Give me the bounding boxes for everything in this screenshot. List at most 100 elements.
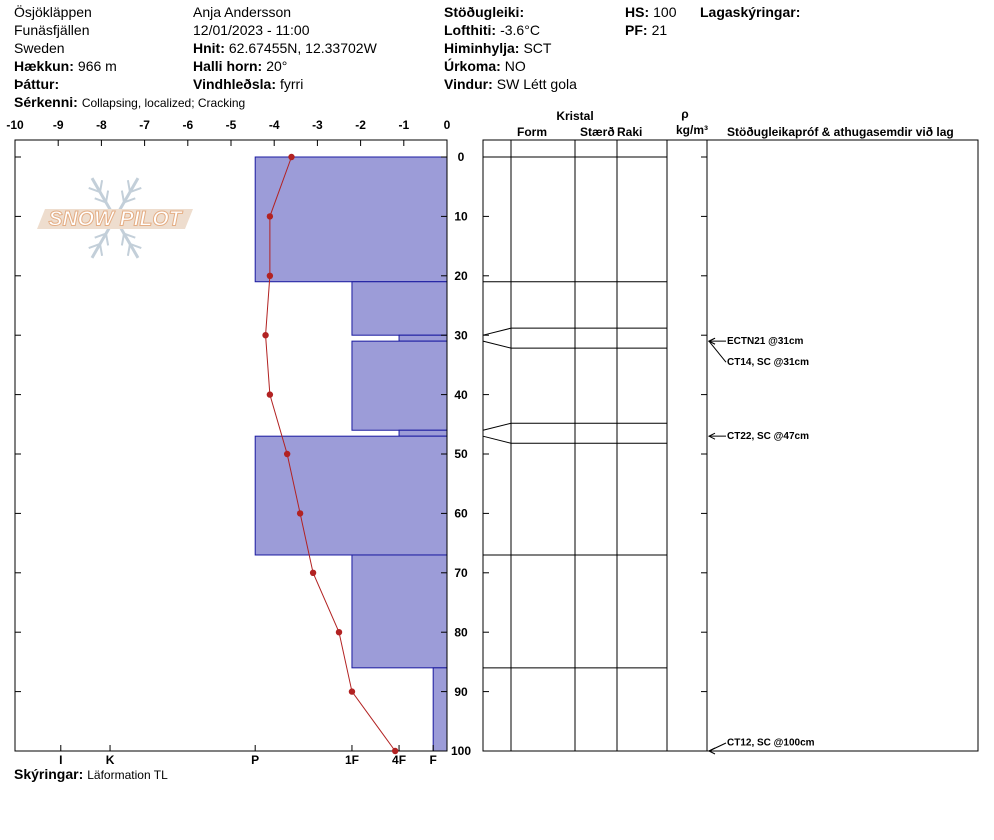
header-field: Funäsfjällen bbox=[14, 21, 90, 39]
field-value: NO bbox=[504, 58, 526, 74]
logo-flake bbox=[105, 233, 110, 246]
x-tick-label: 0 bbox=[444, 118, 451, 132]
logo-flake bbox=[129, 186, 142, 193]
logo: SNOW PILOT bbox=[37, 177, 193, 259]
header-field: Hnit: 62.67455N, 12.33702W bbox=[193, 39, 377, 57]
field-value: 20° bbox=[266, 58, 288, 74]
hardness-layer bbox=[398, 334, 448, 342]
field-label: Stöðugleiki: bbox=[444, 4, 525, 20]
test-label: CT22, SC @47cm bbox=[727, 431, 809, 442]
hardness-layer bbox=[398, 429, 448, 437]
comments-header: Stöðugleikapróf & athugasemdir við lag bbox=[727, 125, 954, 139]
header-field: Lofthiti: -3.6°C bbox=[444, 21, 540, 39]
x-tick-label: -6 bbox=[182, 118, 193, 132]
field-value: fyrri bbox=[279, 76, 304, 92]
layer-boundary bbox=[482, 435, 667, 444]
y-tick-label: 40 bbox=[454, 388, 468, 402]
layer-boundary bbox=[482, 422, 667, 431]
hardness-layer bbox=[432, 667, 448, 752]
header-field: Himinhylja: SCT bbox=[444, 39, 551, 57]
logo-flake bbox=[99, 180, 104, 193]
column-header: Raki bbox=[617, 125, 642, 139]
logo-flake bbox=[105, 190, 110, 203]
hardness-tick-label: 1F bbox=[345, 753, 359, 767]
field-label: Lagaskýringar: bbox=[700, 4, 801, 20]
test-label: CT12, SC @100cm bbox=[727, 738, 815, 749]
y-tick-label: 100 bbox=[451, 744, 471, 758]
y-tick-label: 80 bbox=[454, 625, 468, 639]
temperature-point bbox=[266, 391, 274, 398]
field-value: SW Létt gola bbox=[496, 76, 577, 92]
y-tick-label: 10 bbox=[454, 210, 468, 224]
hardness-layer bbox=[351, 554, 448, 669]
temperature-point bbox=[335, 629, 343, 636]
field-label: Úrkoma: bbox=[444, 58, 501, 74]
test-label: ECTN21 @31cm bbox=[727, 336, 804, 347]
header-field: Sweden bbox=[14, 39, 65, 57]
temperature-point bbox=[348, 688, 356, 695]
logo-flake bbox=[120, 233, 125, 246]
header-field: HS: 100 bbox=[625, 3, 676, 21]
x-tick-label: -7 bbox=[139, 118, 150, 132]
logo-flake bbox=[120, 190, 125, 203]
logo-flake bbox=[123, 232, 136, 239]
header-field: Úrkoma: NO bbox=[444, 57, 526, 75]
field-value: SCT bbox=[523, 40, 552, 56]
hardness-layer bbox=[351, 340, 448, 431]
field-label: Skýringar: bbox=[14, 766, 84, 782]
field-value: 62.67455N, 12.33702W bbox=[228, 40, 377, 56]
hardness-tick-label: 4F bbox=[392, 753, 406, 767]
logo-flake bbox=[99, 243, 104, 256]
header-field: Halli horn: 20° bbox=[193, 57, 287, 75]
crystal-header: Kristal bbox=[556, 109, 593, 123]
field-label: HS: bbox=[625, 4, 650, 20]
temperature-point bbox=[266, 213, 274, 220]
logo-band bbox=[37, 209, 193, 229]
field-value: Collapsing, localized; Cracking bbox=[81, 96, 246, 110]
y-tick-label: 70 bbox=[454, 566, 468, 580]
logo-flake bbox=[129, 243, 142, 250]
y-tick-label: 90 bbox=[454, 685, 468, 699]
header-field: Stöðugleiki: bbox=[444, 3, 528, 21]
header-field: Þáttur: bbox=[14, 75, 63, 93]
y-tick-label: 20 bbox=[454, 269, 468, 283]
y-tick-label: 60 bbox=[454, 507, 468, 521]
field-value: Läformation TL bbox=[87, 768, 168, 782]
hardness-tick-label: I bbox=[59, 753, 62, 767]
header-field: Vindur: SW Létt gola bbox=[444, 75, 577, 93]
x-tick-label: -10 bbox=[6, 118, 24, 132]
logo-flake bbox=[94, 232, 107, 239]
y-tick-label: 30 bbox=[454, 328, 468, 342]
header-field: PF: 21 bbox=[625, 21, 667, 39]
field-label: Vindur: bbox=[444, 76, 493, 92]
footer-notes: Skýringar: Läformation TL bbox=[14, 765, 168, 784]
temperature-point bbox=[262, 332, 269, 339]
test-arrowhead bbox=[707, 337, 716, 345]
header-field: Hækkun: 966 m bbox=[14, 57, 117, 75]
hardness-layer bbox=[351, 281, 448, 336]
test-arrowhead bbox=[707, 747, 716, 755]
header-field: Lagaskýringar: bbox=[700, 3, 804, 21]
density-unit: kg/m³ bbox=[676, 123, 708, 137]
y-tick-label: 0 bbox=[458, 150, 465, 164]
x-tick-label: -2 bbox=[355, 118, 366, 132]
temperature-point bbox=[309, 569, 317, 576]
y-tick-label: 50 bbox=[454, 447, 468, 461]
field-label: PF: bbox=[625, 22, 648, 38]
hardness-layer bbox=[254, 156, 448, 283]
test-arrowhead bbox=[707, 432, 716, 440]
temperature-point bbox=[283, 450, 291, 458]
header-field: Vindhleðsla: fyrri bbox=[193, 75, 303, 93]
logo-flake bbox=[88, 243, 101, 250]
layer-boundary bbox=[482, 327, 667, 336]
header-field: 12/01/2023 - 11:00 bbox=[193, 21, 310, 39]
test-label: CT14, SC @31cm bbox=[727, 357, 809, 368]
x-tick-label: -1 bbox=[398, 118, 409, 132]
temperature-point bbox=[391, 747, 399, 755]
column-header: Stærð bbox=[580, 125, 615, 139]
field-label: Halli horn: bbox=[193, 58, 263, 74]
test-arrow bbox=[708, 340, 727, 363]
logo-flake bbox=[123, 197, 136, 204]
